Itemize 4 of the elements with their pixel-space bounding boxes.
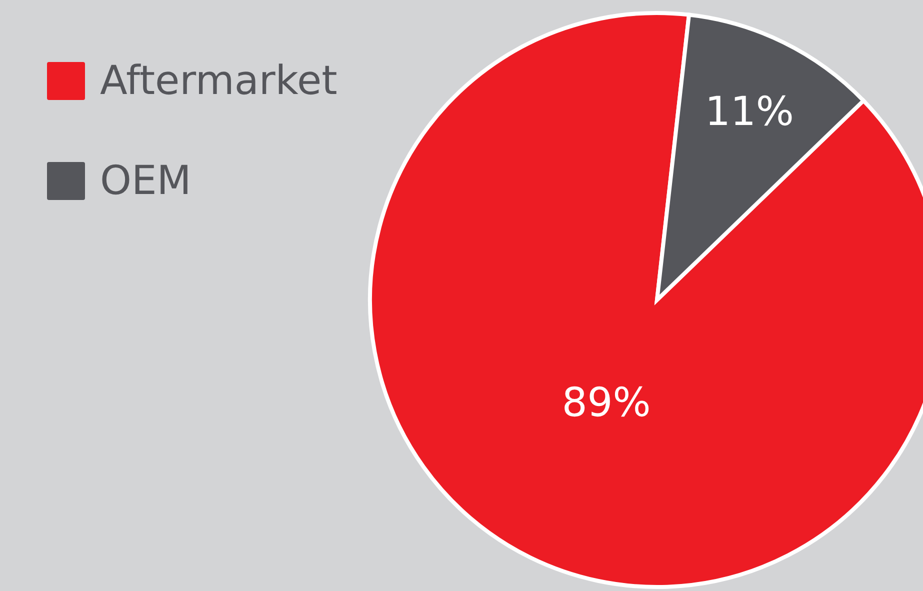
legend-label: OEM bbox=[100, 158, 192, 204]
data-label: 89% bbox=[562, 380, 651, 426]
legend-label: Aftermarket bbox=[100, 58, 338, 104]
data-label: 11% bbox=[705, 89, 794, 136]
